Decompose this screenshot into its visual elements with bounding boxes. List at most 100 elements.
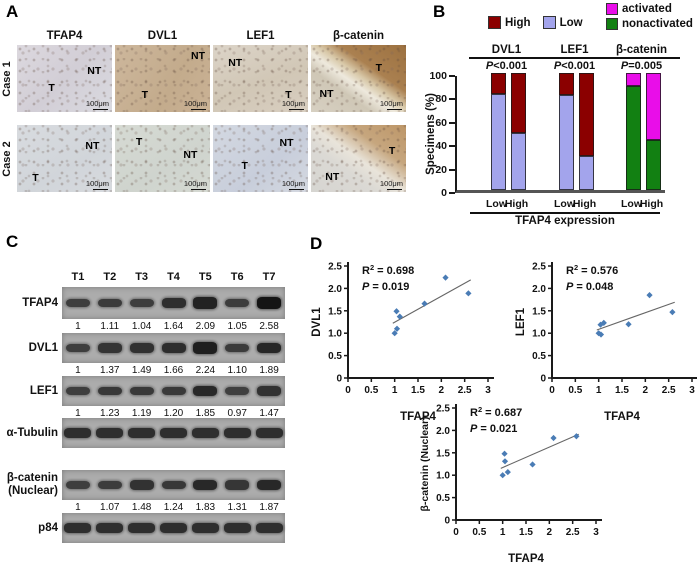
blot-row-label-line: TFAP4 [22,296,58,309]
group-p-value: P<0.001 [469,59,545,72]
legend-label: Low [559,16,583,29]
scale-bar-line [387,108,402,110]
protein-band [255,523,283,533]
x-tick-label: 0.5 [472,527,486,538]
x-tick-label: 0.5 [364,385,378,396]
tissue-region-label: T [285,89,292,102]
panel-c-label: C [6,232,19,251]
blot-strip [62,470,285,500]
scale-bar-label: 100μm [281,178,305,188]
protein-band [193,385,218,397]
y-tick-label: 0.5 [436,493,450,504]
band-quant-value: 1.07 [100,502,120,513]
protein-band [65,343,90,353]
blot-strip [62,418,285,448]
x-tick-label: 2.5 [566,527,580,538]
band-quant-value: 1.87 [259,502,279,513]
y-tick-label: 0.5 [532,351,546,362]
ihc-column-header: β-catenin [332,30,385,42]
bar-segment-High [579,73,594,157]
band-quant-value: 2.24 [195,365,216,376]
protein-band [225,343,250,353]
panel-c: C T1 T2 T3 T4 T5 T6 T7 TFAP4 1 1.11 1.04 1.64 2.09 1.… [0,230,300,571]
y-tick-label: 0 [444,516,450,527]
band-quant-value: 1 [75,408,81,419]
group-header: LEF1 P<0.001 [536,44,613,72]
x-tick-label: 1 [392,385,398,396]
stacked-bar [646,73,661,190]
bar-x-label: Low [621,198,642,210]
x-tick-label: 0.5 [568,385,582,396]
protein-band [257,386,282,396]
bar-plot-area: 0 20 40 60 80 100 [429,70,665,199]
protein-band [223,523,251,533]
protein-band [64,523,92,533]
scale-bar-line [191,108,206,110]
scatter-plot-dvl1: 0 0.5 1 1.5 2 2.5 3 0 0.5 1.0 1.5 2.0 2.5 R2 = 0.698 P… [310,254,494,426]
blot-strip [62,287,285,319]
data-point [393,325,401,332]
y-tick-label: 0 [540,374,546,385]
blot-row-label-line: DVL1 [28,341,58,354]
bar-segment-nonactivated [646,139,661,190]
scale-bar-line [191,188,206,190]
tissue-region-label: T [241,159,248,172]
protein-band [257,479,282,491]
bar-x-label: High [572,198,597,210]
protein-band [129,343,154,353]
scale-bar: 100μm [184,179,207,190]
band-quant-value: 1.64 [163,321,184,332]
data-point [669,309,676,316]
y-tick-label: 1.0 [532,329,546,340]
scatter-svg: 0 0.5 1 1.5 2 2.5 3 0 0.5 1.0 1.5 2.0 2.5 R2 = 0.687 P… [419,404,602,565]
ihc-image: T NT 100μm [311,45,406,112]
y-tick-label: 2.5 [532,262,546,273]
bar-segment-Low [491,94,506,190]
bar-x-label: High [639,198,664,210]
tissue-region-label: NT [319,87,334,100]
protein-band [96,428,124,438]
band-quant-value: 1.47 [259,408,279,419]
group-header: β-catenin P=0.005 [603,44,680,72]
tissue-region-label: T [48,81,55,94]
ihc-image: NT T 100μm [213,125,308,192]
y-tick-label: 1.5 [532,306,546,317]
band-quant-value: 1.11 [100,321,120,332]
protein-band [97,480,122,490]
p-symbol: P [485,60,494,72]
tissue-region-label: T [141,89,149,102]
bar-segment-activated [646,73,661,140]
data-point [499,472,506,479]
x-tick-label: 0 [345,385,351,396]
data-point [465,290,472,297]
group-header: DVL1 P<0.001 [468,44,545,72]
x-tick-label: 0 [453,527,459,538]
p-value-annotation: P = 0.021 [470,423,517,435]
protein-band [64,428,92,438]
band-quant-value: 2.09 [195,321,216,332]
protein-band [191,523,219,533]
ihc-image: T NT 100μm [311,125,406,192]
lane-header: T1 [71,271,85,283]
data-point [625,321,632,328]
tissue-region-label: NT [191,50,205,63]
protein-band [65,386,90,396]
y-axis-title: DVL1 [311,307,323,337]
scale-bar-line [93,188,108,190]
r-squared-annotation: R2 = 0.687 [470,405,522,419]
band-quant-value: 1 [75,502,81,513]
tissue-region-label: T [135,135,143,148]
protein-band [161,386,186,396]
blot-row-label: p84 [0,522,58,535]
scatter-svg: 0 0.5 1 1.5 2 2.5 3 0 0.5 1.0 1.5 2.0 2.5 R2 = 0.576 P… [515,262,697,423]
ihc-image: NT T 100μm [115,45,210,112]
stacked-bar [579,73,594,190]
scatter-svg: 0 0.5 1 1.5 2 2.5 3 0 0.5 1.0 1.5 2.0 2.5 R2 = 0.698 P… [311,262,494,423]
bar-segment-High [511,73,526,133]
bar-x-label: Low [554,198,575,210]
y-tick [449,98,455,101]
protein-band [129,480,154,490]
scale-bar: 100μm [380,179,403,190]
scatter-plot--catenin-nuclear-: 0 0.5 1 1.5 2 2.5 3 0 0.5 1.0 1.5 2.0 2.5 R2 = 0.687 P… [418,396,602,568]
